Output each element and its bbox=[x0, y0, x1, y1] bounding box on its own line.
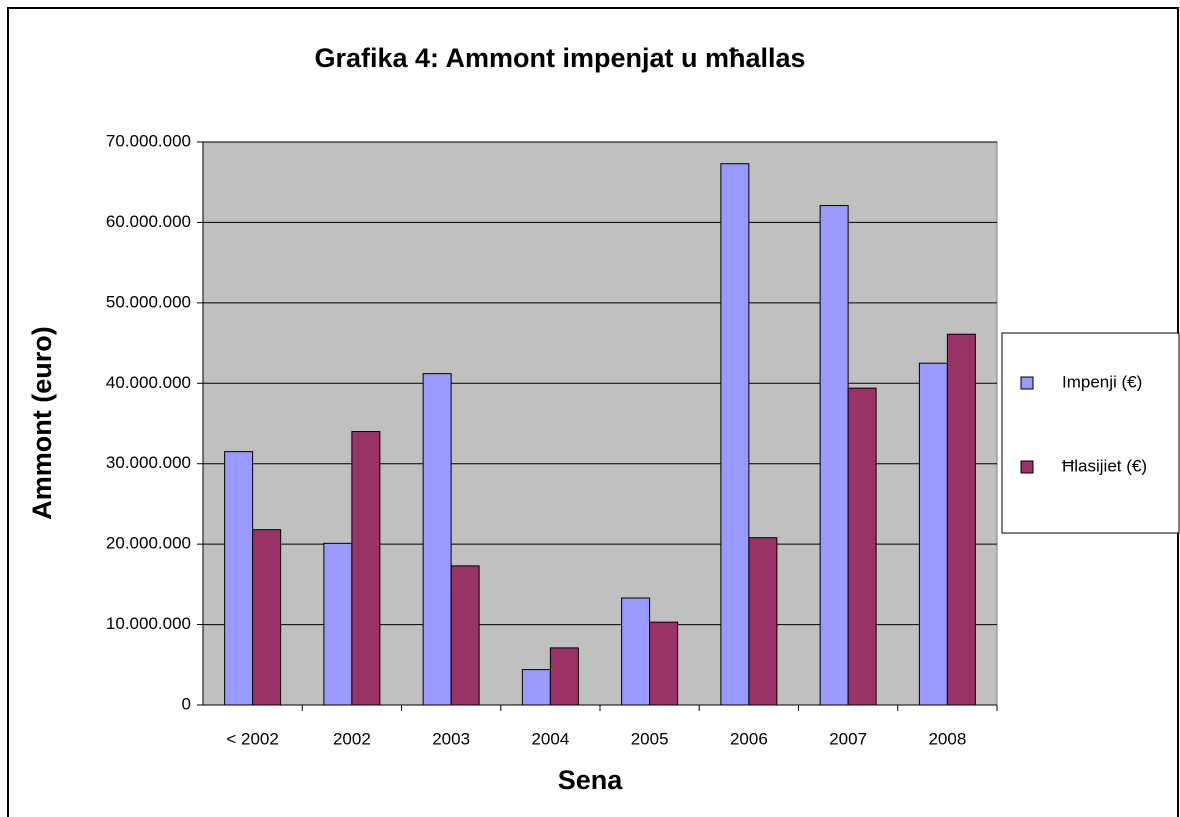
bar bbox=[748, 537, 778, 706]
y-tick-label: 70.000.000 bbox=[106, 131, 191, 150]
x-tick-label: 2007 bbox=[829, 729, 867, 748]
x-tick-label: 2004 bbox=[531, 729, 569, 748]
x-axis-label: Sena bbox=[558, 765, 624, 795]
bar bbox=[918, 362, 948, 706]
bar bbox=[323, 542, 353, 706]
bar bbox=[252, 529, 282, 706]
legend-label: Ħlasijiet (€) bbox=[1062, 456, 1147, 475]
bar bbox=[621, 597, 651, 706]
y-tick-label: 0 bbox=[182, 694, 191, 713]
bar bbox=[351, 431, 381, 706]
bar bbox=[549, 647, 579, 706]
bar bbox=[819, 205, 849, 706]
y-tick-label: 10.000.000 bbox=[106, 614, 191, 633]
legend-box bbox=[1001, 332, 1180, 534]
legend-swatch bbox=[1020, 460, 1034, 474]
bar bbox=[422, 373, 452, 706]
y-axis-label: Ammont (euro) bbox=[27, 326, 57, 519]
bar bbox=[720, 163, 750, 706]
bar bbox=[649, 621, 679, 706]
bar bbox=[224, 451, 254, 706]
x-tick-label: 2008 bbox=[928, 729, 966, 748]
bar bbox=[847, 387, 877, 706]
y-tick-label: 20.000.000 bbox=[106, 534, 191, 553]
x-tick-label: < 2002 bbox=[226, 729, 278, 748]
chart-title: Grafika 4: Ammont impenjat u mħallas bbox=[314, 43, 805, 73]
bar bbox=[946, 333, 976, 706]
y-tick-label: 60.000.000 bbox=[106, 212, 191, 231]
y-tick-label: 50.000.000 bbox=[106, 292, 191, 311]
x-tick-label: 2002 bbox=[333, 729, 371, 748]
y-tick-label: 40.000.000 bbox=[106, 373, 191, 392]
x-tick-label: 2006 bbox=[730, 729, 768, 748]
y-tick-label: 30.000.000 bbox=[106, 453, 191, 472]
x-tick-label: 2003 bbox=[432, 729, 470, 748]
plot-area bbox=[202, 141, 998, 706]
x-tick-label: 2005 bbox=[631, 729, 669, 748]
legend-label: Impenji (€) bbox=[1062, 372, 1142, 391]
bar bbox=[450, 565, 480, 706]
legend-swatch bbox=[1020, 376, 1034, 390]
bar bbox=[521, 669, 551, 706]
